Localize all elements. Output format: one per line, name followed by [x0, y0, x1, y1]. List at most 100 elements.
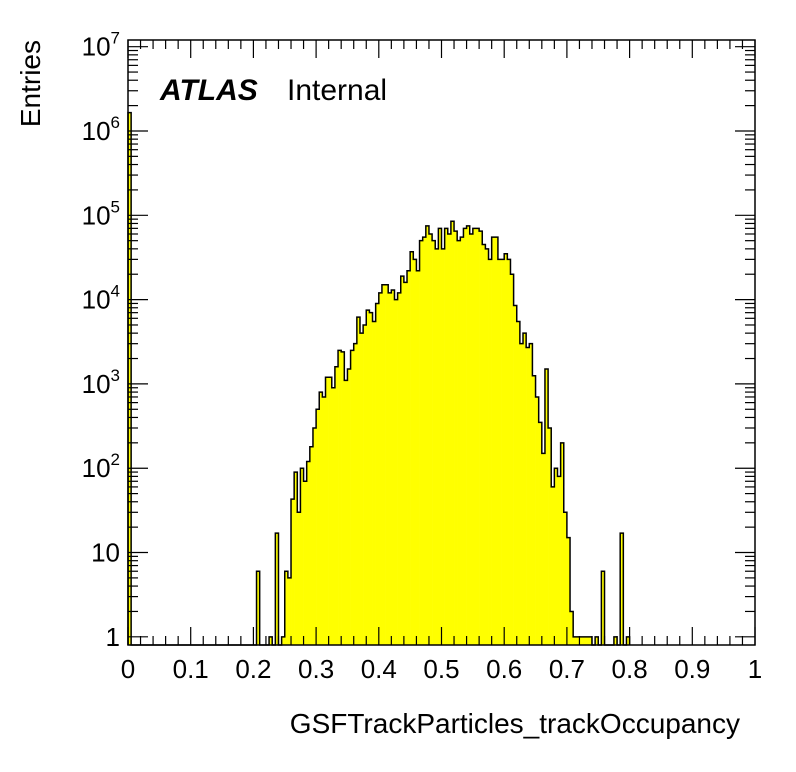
histogram-bar — [378, 292, 383, 645]
histogram-bar — [403, 282, 408, 645]
histogram-bar — [460, 237, 464, 646]
histogram-bar — [294, 472, 298, 645]
y-tick-label: 103 — [82, 366, 120, 399]
histogram-bar — [381, 284, 386, 645]
histogram-bar — [287, 577, 292, 645]
histogram-bar — [541, 453, 546, 645]
histogram-bar — [422, 237, 427, 646]
histogram-bar — [269, 636, 273, 645]
histogram-bar — [576, 636, 580, 645]
histogram-bar — [513, 305, 518, 645]
histogram-bar — [331, 387, 336, 645]
histogram-bar — [516, 321, 521, 645]
histogram-bar — [579, 636, 583, 645]
histogram-bar — [479, 231, 483, 646]
histogram-bar — [519, 343, 524, 645]
x-tick-labels: 0 0.1 0.2 0.3 0.4 0.5 0.6 0.7 0.8 0.9 1 — [121, 654, 762, 684]
histogram-bar — [566, 537, 571, 645]
x-tick-label: 0.4 — [361, 654, 397, 684]
atlas-status-label: Internal — [287, 74, 387, 107]
histogram-bar — [419, 240, 423, 645]
histogram-bar — [256, 571, 260, 645]
histogram-bar — [416, 270, 420, 645]
histogram-bar — [585, 636, 590, 645]
histogram-bar — [325, 377, 329, 645]
histogram-bar — [344, 380, 348, 645]
histogram-bar — [475, 228, 480, 645]
histogram-bar — [300, 468, 304, 645]
histogram-bar — [388, 292, 392, 645]
histogram-bar — [334, 366, 339, 645]
histogram-bar — [501, 259, 505, 645]
histogram-bar — [466, 225, 471, 646]
histogram-bar — [347, 369, 351, 645]
histogram-bar — [472, 228, 477, 645]
histogram-bar — [560, 442, 565, 645]
x-axis-ticks — [127, 40, 756, 645]
histogram-bar — [497, 259, 502, 645]
histogram-bar — [469, 233, 474, 645]
histogram-bar — [444, 228, 449, 645]
histogram-bar — [359, 333, 364, 645]
x-tick-label: 0.3 — [298, 654, 334, 684]
histogram-bar — [363, 324, 367, 645]
y-tick-label: 10 — [91, 538, 120, 568]
histogram-bar — [297, 512, 301, 645]
x-tick-label: 1 — [748, 654, 762, 684]
histogram-bar — [410, 251, 414, 645]
histogram-bar — [554, 468, 558, 645]
histogram-bar — [463, 228, 467, 645]
histogram-bar — [338, 350, 342, 645]
x-tick-label: 0.7 — [549, 654, 585, 684]
histogram-bar — [447, 233, 452, 645]
histogram-bar — [356, 317, 361, 645]
histogram-bar — [570, 611, 574, 645]
histogram-bar — [544, 369, 549, 645]
histogram-bar — [341, 351, 345, 645]
histogram-bar — [482, 244, 486, 645]
histogram-bar — [397, 292, 402, 645]
histogram-bar — [312, 427, 317, 645]
x-tick-label: 0.2 — [235, 654, 271, 684]
histogram-bar — [532, 375, 536, 645]
y-tick-label: 106 — [82, 113, 120, 146]
histogram-bar — [375, 303, 380, 645]
histogram-bar — [488, 259, 492, 645]
histogram-bar — [523, 333, 527, 645]
y-tick-labels: 1 10 102 103 104 105 106 107 — [82, 29, 120, 652]
y-tick-label: 102 — [82, 450, 120, 483]
y-tick-label: 1 — [106, 622, 120, 652]
histogram-bar — [316, 409, 320, 645]
histogram-bar — [548, 427, 552, 645]
y-axis-title: Entries — [15, 40, 46, 127]
histogram-bar — [573, 636, 577, 645]
histogram-bar — [620, 533, 624, 645]
histogram-bar — [538, 422, 543, 645]
histogram-bar — [291, 499, 295, 645]
histogram-bar — [309, 446, 314, 645]
y-tick-label: 105 — [82, 197, 120, 230]
histogram-bar — [413, 259, 417, 645]
histogram-bar — [428, 233, 433, 645]
histogram-bar — [400, 276, 405, 645]
histogram-outline — [127, 111, 631, 646]
histogram-bar — [303, 481, 307, 645]
histogram-bar — [319, 392, 323, 645]
histogram-bar — [281, 636, 286, 645]
histogram-bar — [494, 237, 499, 646]
x-tick-label: 0.5 — [423, 654, 459, 684]
histogram-bar — [626, 636, 630, 645]
histogram-bar — [391, 289, 395, 645]
histogram-bar — [582, 636, 587, 645]
histogram-bar — [128, 112, 132, 645]
histogram-bar — [454, 231, 458, 646]
histogram-bar — [407, 270, 411, 645]
histogram-bar — [425, 225, 430, 646]
x-tick-label: 0 — [121, 654, 135, 684]
histogram-bar — [275, 533, 279, 645]
histogram-bar — [457, 240, 461, 645]
histogram-bar — [491, 237, 496, 646]
histogram-bar — [369, 312, 373, 645]
histogram-bar — [284, 571, 289, 645]
